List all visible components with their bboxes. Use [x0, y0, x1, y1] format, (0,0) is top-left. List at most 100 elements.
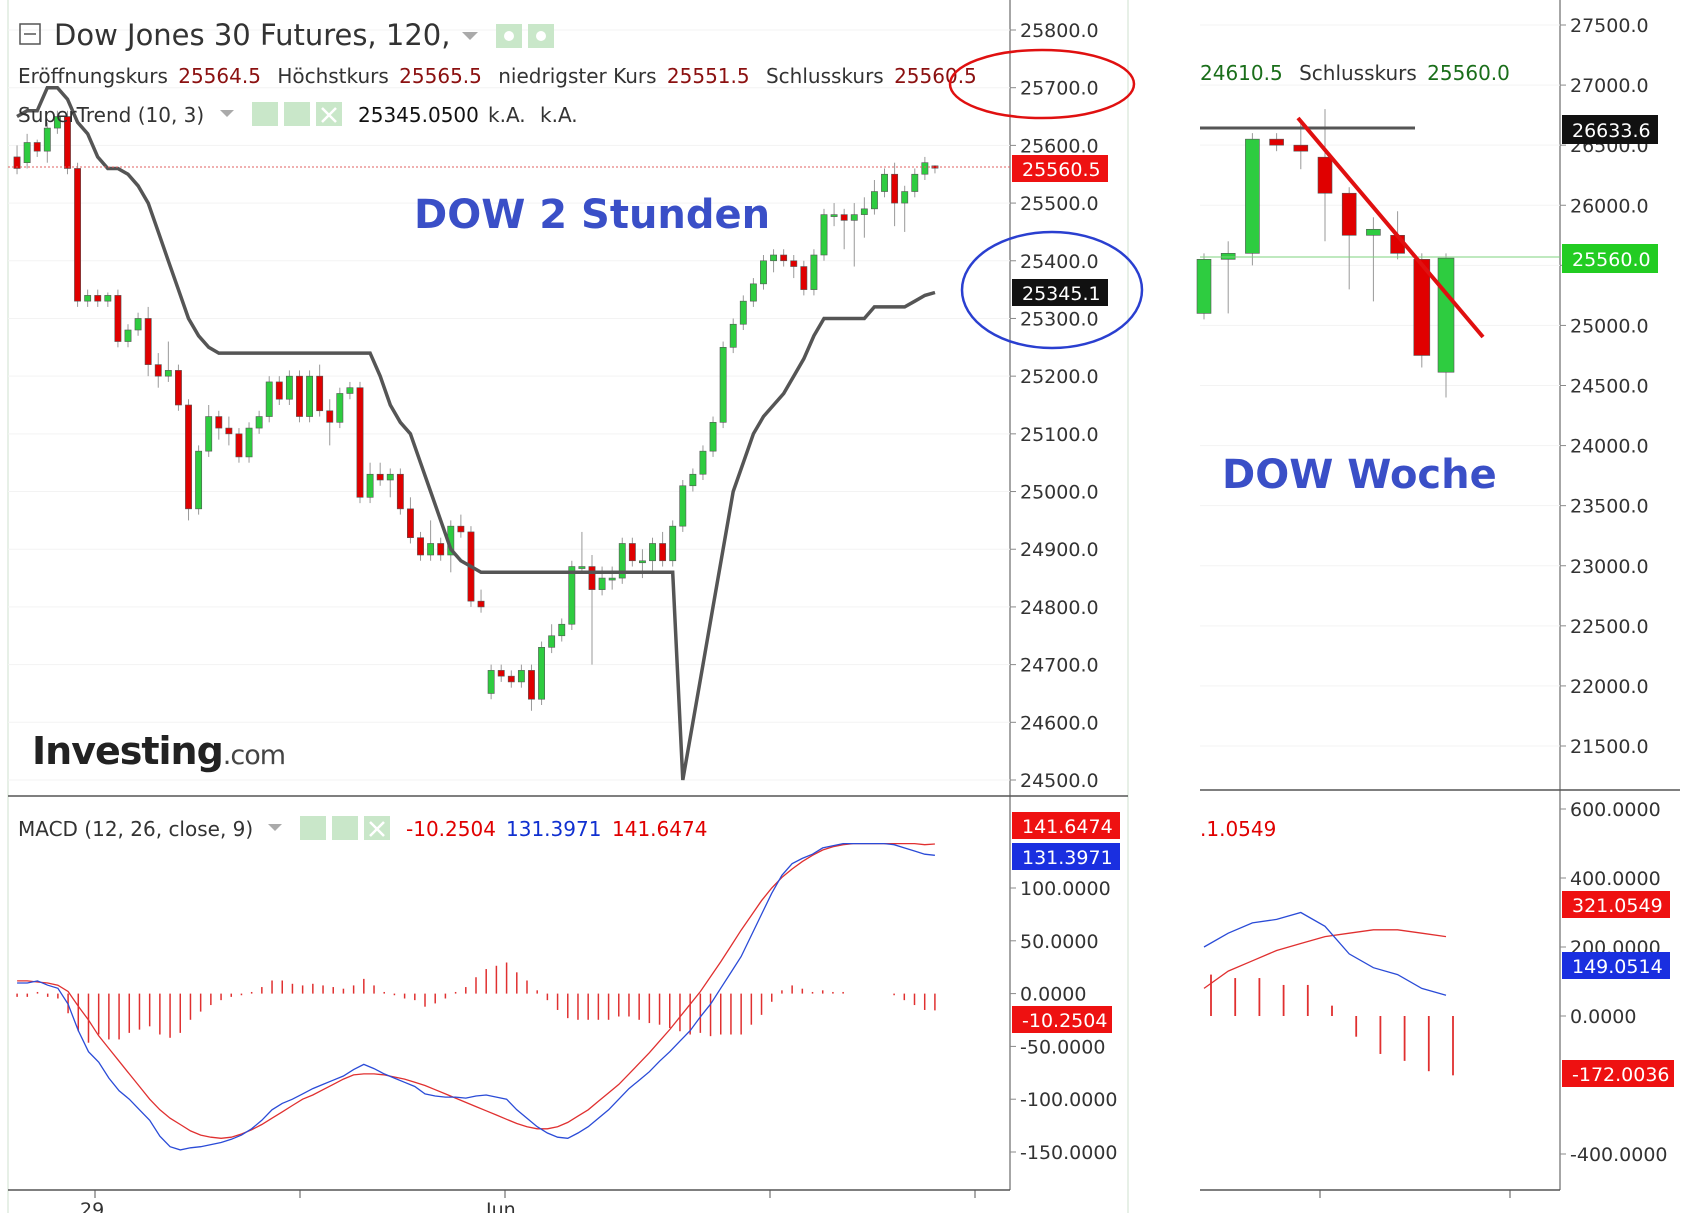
candle-body: [205, 416, 213, 452]
candle-body: [598, 577, 606, 590]
candle-body: [507, 675, 515, 683]
red-highlight-ellipse: [948, 48, 1136, 120]
candle-body: [296, 375, 303, 417]
price-tick-label: 25300.0: [1020, 308, 1099, 330]
candle-body: [568, 566, 576, 625]
high-label: Höchstkurs: [277, 64, 389, 88]
gear-icon[interactable]: [332, 816, 358, 840]
open-label: Eröffnungskurs: [18, 64, 168, 88]
right-close-value: 25560.0: [1427, 61, 1510, 85]
right-ohlc-line: 24610.5 Schlusskurs 25560.0: [1200, 61, 1510, 85]
candle-body: [578, 566, 586, 569]
candle-body: [134, 318, 142, 331]
price-tick-label: 25500.0: [1020, 193, 1099, 215]
macd-tick-label: -50.0000: [1020, 1036, 1105, 1058]
candle-body: [94, 295, 102, 302]
candle-body: [517, 670, 525, 683]
title-dropdown-icon[interactable]: [462, 32, 478, 40]
candle-body: [13, 156, 21, 169]
right-macd-signal-tag: [1562, 891, 1670, 918]
candle-body: [679, 485, 687, 527]
macd-dropdown-icon[interactable]: [268, 824, 282, 831]
candle-body: [114, 295, 122, 342]
macd-tick-label: 600.0000: [1570, 799, 1661, 821]
candle-body: [74, 168, 81, 302]
candle-body: [659, 543, 667, 562]
price-tick-label: 24500.0: [1020, 770, 1099, 792]
right-high-tag-text: 26633.6: [1572, 120, 1651, 142]
candle-body: [316, 375, 324, 412]
candle-body: [376, 473, 384, 481]
macd-tick-label: 100.0000: [1020, 878, 1111, 900]
macd-signal-polyline: [17, 842, 935, 1139]
price-tick-label: 24500.0: [1570, 376, 1649, 398]
price-tick-label: 22500.0: [1570, 616, 1649, 638]
candle-body: [628, 543, 636, 562]
candle-body: [164, 370, 172, 377]
supertrend-value: 25345.0500: [358, 103, 479, 127]
eye-icon-pupil: [504, 31, 514, 41]
eye-icon[interactable]: [300, 816, 326, 840]
right-macd-line-tag-text: 149.0514: [1572, 956, 1663, 978]
candle-body: [124, 329, 132, 342]
candle-body: [185, 404, 192, 510]
last-price-tag-text: 25560.5: [1022, 159, 1101, 181]
candle-body: [790, 260, 798, 267]
candle-body: [1269, 138, 1284, 146]
candle-body: [1437, 257, 1455, 373]
macd-tick-label: -150.0000: [1020, 1142, 1118, 1164]
trendline: [1296, 116, 1485, 339]
candle-body: [770, 254, 777, 262]
indicator-dropdown-icon[interactable]: [220, 110, 234, 117]
candle-body: [104, 295, 112, 302]
chart-label-2h: DOW 2 Stunden: [414, 192, 770, 238]
candle-body: [427, 543, 435, 556]
price-tick-label: 21500.0: [1570, 736, 1649, 758]
macd-line-value: 131.3971: [506, 817, 601, 841]
candle-body: [820, 214, 828, 256]
price-tick-label: 25800.0: [1020, 20, 1099, 42]
high-value: 25565.5: [399, 64, 482, 88]
investing-logo: Investing.com: [32, 729, 285, 773]
candle-body: [356, 387, 364, 498]
candle-body: [225, 427, 233, 435]
collapse-icon[interactable]: [19, 23, 41, 45]
left-grid: [8, 29, 1010, 781]
candle-body: [719, 347, 727, 423]
price-tick-label: 24600.0: [1020, 712, 1099, 734]
candle-body: [749, 283, 757, 302]
candle-body: [366, 473, 374, 498]
candle-body: [911, 173, 919, 192]
candle-body: [618, 543, 626, 579]
candle-body: [558, 623, 566, 637]
left-macd-ticks: 100.0000 50.0000 0.0000 -50.0000 -100.0000 -1…: [1010, 878, 1118, 1164]
open-value: 25564.5: [178, 64, 261, 88]
supertrend-label: SuperTrend (10, 3): [18, 103, 204, 127]
price-tick-label: 25400.0: [1020, 251, 1099, 273]
symbol-title: Dow Jones 30 Futures, 120,: [54, 18, 450, 52]
candle-body: [548, 635, 556, 648]
gear-icon[interactable]: [284, 102, 310, 126]
price-tick-label: 25600.0: [1020, 135, 1099, 157]
candle-body: [538, 647, 545, 700]
candle-body: [407, 508, 414, 538]
candle-body: [588, 566, 596, 590]
candle-body: [850, 214, 858, 221]
candle-body: [800, 266, 808, 290]
candle-body: [709, 422, 717, 452]
macd-tick-label: 0.0000: [1570, 1006, 1636, 1028]
price-tick-label: 23500.0: [1570, 496, 1649, 518]
candle-body: [608, 577, 616, 581]
candle-body: [336, 393, 344, 423]
candle-body: [1341, 192, 1357, 236]
candle-body: [729, 323, 737, 348]
candle-body: [175, 370, 182, 406]
ohlc-line: Eröffnungskurs 25564.5 Höchstkurs 25565.…: [18, 64, 977, 88]
eye-icon[interactable]: [252, 102, 278, 126]
price-tick-label: 25200.0: [1020, 366, 1099, 388]
macd-hist-tag-text: -10.2504: [1022, 1010, 1107, 1032]
candle-body: [891, 173, 899, 204]
right-macd-signal-tag-text: 321.0549: [1572, 895, 1663, 917]
price-tick-label: 26000.0: [1570, 195, 1649, 217]
